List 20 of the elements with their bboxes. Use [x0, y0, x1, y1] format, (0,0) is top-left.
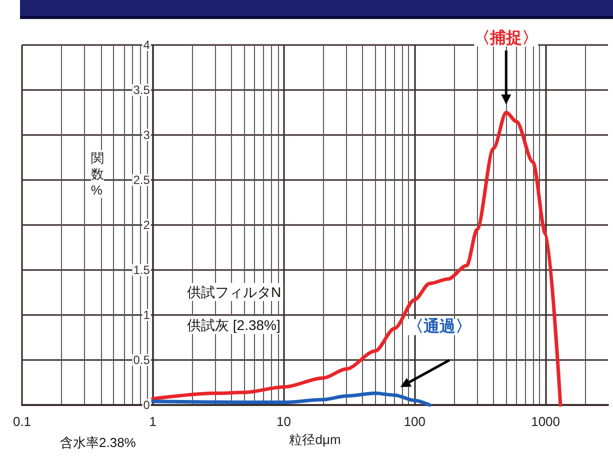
y-tick-label: 1 — [143, 308, 150, 322]
y-tick-label: 1.5 — [133, 263, 150, 277]
annotation: 供試フィルタN — [187, 284, 282, 300]
y-tick-label: 0 — [143, 398, 150, 412]
y-tick-label: 0.5 — [133, 353, 150, 367]
x-tick-label: 100 — [404, 414, 426, 429]
x-axis-title: 粒径dμm — [289, 432, 341, 447]
y-tick-label: 4 — [143, 38, 150, 52]
y-tick-label: 3 — [143, 128, 150, 142]
text: 〈捕捉〉 — [474, 29, 538, 47]
y-tick-label: 3.5 — [133, 83, 150, 97]
y-tick-label: 2 — [143, 218, 150, 232]
x-tick-label: 0.1 — [12, 414, 32, 429]
text: 〈通過〉 — [407, 318, 472, 336]
annotation: 供試灰 [2.38%] — [187, 317, 280, 333]
x-tick-label: 1000 — [531, 414, 560, 429]
text: 含水率2.38% — [60, 435, 136, 450]
y-axis-title: 関数% — [90, 150, 104, 198]
y-tick-label: 2.5 — [133, 173, 150, 187]
x-tick-label: 10 — [276, 414, 292, 429]
